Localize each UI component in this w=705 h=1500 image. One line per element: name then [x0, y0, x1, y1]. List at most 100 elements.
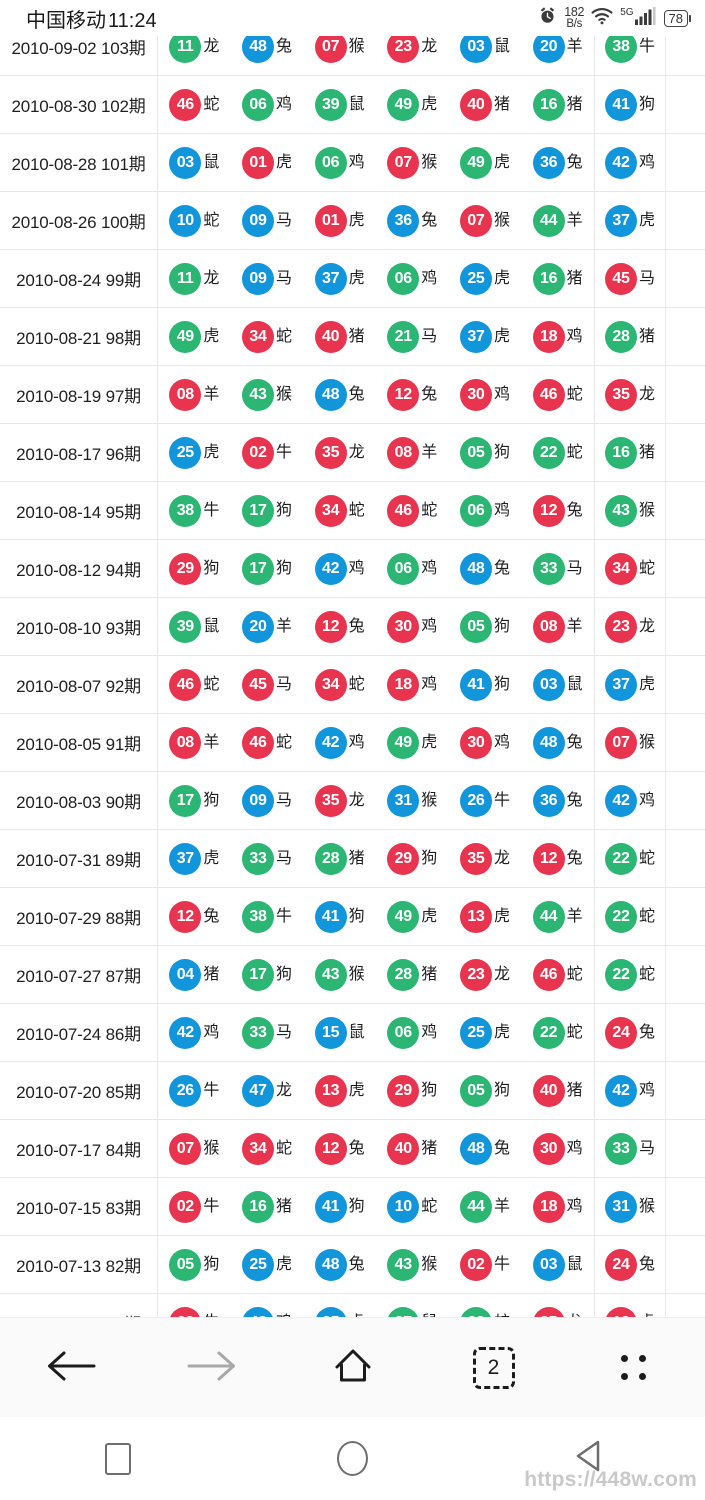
number-ball-item: 13 虎 [459, 900, 510, 933]
number-ball-item: 05 狗 [459, 610, 510, 643]
regular-numbers-cell: 39 鼠 20 羊 12 兔 30 鸡 05 狗 08 羊 [157, 597, 595, 656]
browser-back-button[interactable] [0, 1318, 141, 1418]
sum-value-cell: 19 [665, 829, 705, 888]
system-home-button[interactable] [235, 1441, 470, 1476]
zodiac-label: 猴 [348, 965, 365, 983]
number-ball: 25 [459, 1016, 492, 1049]
sum-value-cell: 19 [665, 481, 705, 540]
number-ball-item: 07 猴 [459, 204, 510, 237]
regular-numbers-cell: 07 猴 34 蛇 12 兔 40 猪 48 兔 30 鸡 [157, 1119, 595, 1178]
zodiac-label: 虎 [275, 153, 292, 171]
draw-date-cell: 2010-08-17 96期 [0, 423, 158, 482]
zodiac-label: 蛇 [494, 1314, 510, 1317]
number-ball: 18 [387, 668, 420, 701]
number-ball: 48 [314, 378, 347, 411]
sum-value-cell: 22 [665, 655, 705, 714]
regular-numbers-group: 07 猴 34 蛇 12 兔 40 猪 48 兔 30 鸡 [158, 1120, 594, 1177]
table-row[interactable]: 2010-08-07 92期46蛇45马34蛇18鸡41狗03鼠37虎22 [0, 655, 705, 714]
zodiac-label: 虎 [493, 327, 510, 345]
menu-dots-icon [621, 1354, 648, 1382]
draw-date-cell: 2010-08-05 91期 [0, 713, 158, 772]
table-row[interactable]: 2010-07-10 81期02牛42鸡25虎27鼠22蛇35龙13虎16 [0, 1293, 705, 1317]
zodiac-label: 羊 [203, 733, 220, 751]
table-row[interactable]: 2010-08-26 100期10蛇09马01虎36兔07猴44羊37虎14 [0, 191, 705, 250]
browser-tabs-button[interactable]: 2 [423, 1318, 564, 1418]
special-number-cell: 24 兔 [594, 1003, 666, 1062]
special-number-ball: 45 [604, 262, 637, 295]
number-ball: 07 [387, 146, 420, 179]
number-ball: 45 [241, 668, 274, 701]
alarm-clock-icon [538, 6, 557, 30]
table-row[interactable]: 2010-07-27 87期04猪17狗43猴28猪23龙46蛇22蛇18 [0, 945, 705, 1004]
regular-numbers-group: 12 兔 38 牛 41 狗 49 虎 13 虎 44 羊 [158, 888, 594, 945]
number-ball: 48 [314, 1248, 347, 1281]
table-row[interactable]: 2010-08-05 91期08羊46蛇42鸡49虎30鸡48兔07猴23 [0, 713, 705, 772]
table-row[interactable]: 2010-08-19 97期08羊43猴48兔12兔30鸡46蛇35龙22 [0, 365, 705, 424]
table-row[interactable]: 2010-08-24 99期11龙09马37虎06鸡25虎16猪45马14 [0, 249, 705, 308]
special-number-group: 42 鸡 [595, 772, 665, 829]
regular-numbers-group: 04 猪 17 狗 43 猴 28 猪 23 龙 46 蛇 [158, 946, 594, 1003]
table-row[interactable]: 2010-07-24 86期42鸡33马15鼠06鸡25虎22蛇24兔16 [0, 1003, 705, 1062]
table-row[interactable]: 2010-08-30 102期46蛇06鸡39鼠49虎40猪16猪41狗23 [0, 75, 705, 134]
zodiac-label: 鸡 [493, 501, 510, 519]
number-ball-item: 36 兔 [532, 784, 583, 817]
system-recents-button[interactable] [0, 1442, 235, 1475]
regular-numbers-group: 11 龙 48 兔 07 猴 23 龙 03 鼠 20 羊 [158, 36, 594, 75]
table-row[interactable]: 2010-07-13 82期05狗25虎48兔43猴02牛03鼠24兔15 [0, 1235, 705, 1294]
regular-numbers-group: 17 狗 09 马 35 龙 31 猴 26 牛 36 兔 [158, 772, 594, 829]
special-number-ball: 42 [604, 784, 637, 817]
browser-menu-button[interactable] [564, 1318, 705, 1418]
zodiac-label: 兔 [203, 907, 220, 925]
zodiac-label: 马 [566, 559, 583, 577]
lottery-results-scroll-area[interactable]: 2010-09-02 103期11龙48兔07猴23龙03鼠20羊38牛1520… [0, 36, 705, 1317]
battery-indicator: 78 [663, 9, 691, 27]
zodiac-label: 兔 [421, 385, 438, 403]
number-ball: 08 [387, 436, 420, 469]
sum-value-cell: 15 [665, 36, 705, 76]
number-ball-item: 48 兔 [532, 726, 583, 759]
number-ball-item: 06 鸡 [314, 146, 365, 179]
table-row[interactable]: 2010-08-14 95期38牛17狗34蛇46蛇06鸡12兔43猴19 [0, 481, 705, 540]
table-row[interactable]: 2010-09-02 103期11龙48兔07猴23龙03鼠20羊38牛15 [0, 36, 705, 76]
tab-count-icon: 2 [472, 1347, 515, 1389]
special-number-ball: 24 [604, 1248, 637, 1281]
number-ball-item: 33 马 [241, 1016, 292, 1049]
table-row[interactable]: 2010-08-10 93期39鼠20羊12兔30鸡05狗08羊23龙13 [0, 597, 705, 656]
regular-numbers-group: 38 牛 17 狗 34 蛇 46 蛇 06 鸡 12 兔 [158, 482, 594, 539]
number-ball: 16 [532, 88, 565, 121]
special-zodiac-label: 鸡 [638, 1081, 655, 1099]
number-ball-item: 06 鸡 [387, 552, 437, 585]
table-row[interactable]: 2010-08-17 96期25虎02牛35龙08羊05狗22蛇16猪11 [0, 423, 705, 482]
special-number-group: 45 马 [595, 250, 665, 307]
number-ball: 17 [241, 958, 274, 991]
regular-numbers-group: 10 蛇 09 马 01 虎 36 兔 07 猴 44 羊 [158, 192, 594, 249]
number-ball-item: 27鼠 [387, 1306, 437, 1317]
special-number-group: 31 猴 [595, 1178, 665, 1235]
table-row[interactable]: 2010-07-15 83期02牛16猪41狗10蛇44羊18鸡31猴16 [0, 1177, 705, 1236]
system-back-button[interactable] [470, 1439, 705, 1478]
table-row[interactable]: 2010-08-28 101期03鼠01虎06鸡07猴49虎36兔42鸡14 [0, 133, 705, 192]
sum-value-cell: 21 [665, 887, 705, 946]
number-ball: 09 [241, 262, 274, 295]
number-ball-item: 02牛 [169, 1306, 219, 1317]
zodiac-label: 狗 [493, 617, 510, 635]
table-row[interactable]: 2010-07-29 88期12兔38牛41狗49虎13虎44羊22蛇21 [0, 887, 705, 946]
table-row[interactable]: 2010-08-21 98期49虎34蛇40猪21马37虎18鸡28猪22 [0, 307, 705, 366]
browser-home-button[interactable] [282, 1318, 423, 1418]
number-ball: 40 [314, 320, 347, 353]
table-row[interactable]: 2010-07-31 89期37虎33马28猪29狗35龙12兔22蛇19 [0, 829, 705, 888]
zodiac-label: 龙 [203, 269, 220, 287]
zodiac-label: 虎 [349, 1314, 365, 1317]
number-ball: 39 [314, 88, 347, 121]
table-row[interactable]: 2010-08-03 90期17狗09马35龙31猴26牛36兔42鸡19 [0, 771, 705, 830]
number-ball-item: 20 羊 [532, 36, 583, 63]
number-ball: 49 [387, 88, 420, 121]
special-zodiac-label: 马 [638, 1139, 655, 1157]
zodiac-label: 马 [275, 675, 292, 693]
zodiac-label: 鸡 [348, 733, 365, 751]
